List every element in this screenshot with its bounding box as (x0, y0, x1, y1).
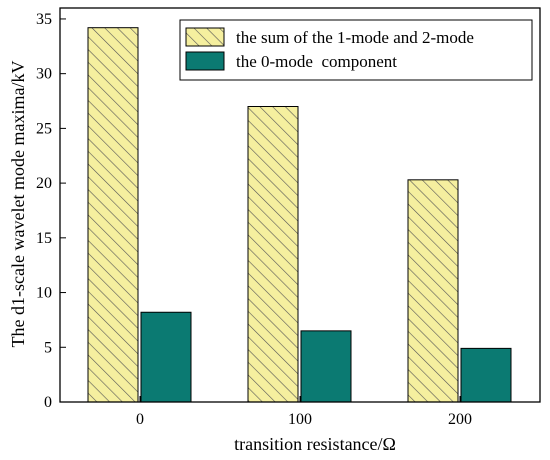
y-tick-label-25: 25 (36, 120, 52, 137)
legend-label-zero: the 0-mode component (236, 52, 397, 71)
bar-sum-100 (247, 106, 299, 403)
plot-area: 0 5 10 15 20 25 30 35 0 100 200 (36, 7, 541, 428)
legend-swatch-sum (185, 27, 225, 47)
legend-swatch-zero (185, 51, 225, 71)
bar-zero-0 (140, 311, 192, 403)
bar-zero-100 (300, 330, 352, 403)
x-tick-label-200: 200 (448, 411, 472, 428)
y-tick-label-15: 15 (36, 230, 52, 247)
x-tick-label-100: 100 (288, 411, 312, 428)
x-tick-label-0: 0 (136, 411, 144, 428)
legend: the sum of the 1-mode and 2-mode the 0-m… (179, 19, 533, 81)
y-tick-label-30: 30 (36, 66, 52, 83)
y-tick-label-20: 20 (36, 175, 52, 192)
y-axis-title: The d1-scale wavelet mode maxima/kV (8, 61, 28, 348)
y-tick-label-35: 35 (36, 11, 52, 28)
bar-sum-0 (87, 27, 139, 403)
y-tick-label-5: 5 (44, 339, 52, 356)
y-tick-label-10: 10 (36, 285, 52, 302)
bar-zero-200 (460, 347, 512, 403)
x-axis-title: transition resistance/Ω (234, 434, 396, 454)
y-tick-label-0: 0 (44, 394, 52, 411)
legend-label-sum: the sum of the 1-mode and 2-mode (236, 28, 474, 47)
bar-sum-200 (407, 179, 459, 403)
